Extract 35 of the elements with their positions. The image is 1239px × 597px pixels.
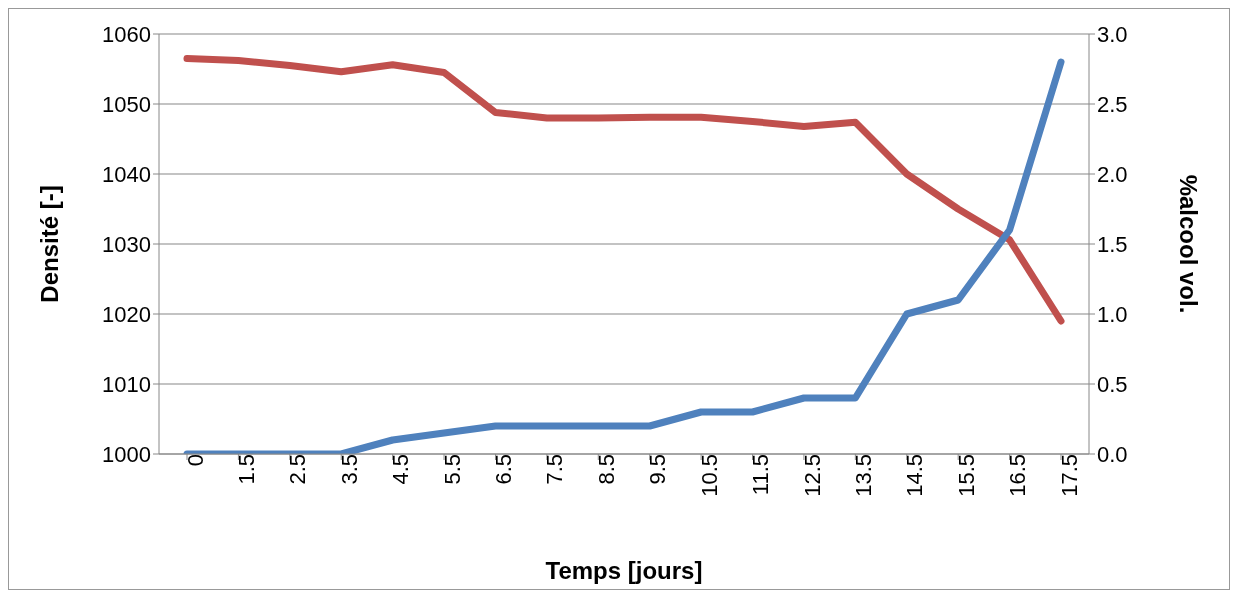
x-tick-label: 15.5 xyxy=(953,454,979,497)
y2-tick-label: 1.0 xyxy=(1097,301,1128,327)
x-tick-label: 9.5 xyxy=(645,454,671,485)
y-axis-title: Densité [-] xyxy=(35,185,63,303)
x-tick-label: 17.5 xyxy=(1056,454,1082,497)
y2-tick-label: 0.0 xyxy=(1097,441,1128,467)
x-tick-label: 13.5 xyxy=(850,454,876,497)
x-axis-title: Temps [jours] xyxy=(545,557,703,584)
y-tick-label: 1050 xyxy=(102,91,151,117)
x-tick-label: 14.5 xyxy=(902,454,928,497)
y2-tick-label: 0.5 xyxy=(1097,371,1128,397)
x-tick-label: 6.5 xyxy=(491,454,517,485)
y-tick-label: 1060 xyxy=(102,21,151,47)
y-tick-label: 1020 xyxy=(102,301,151,327)
y2-axis-title: %alcool vol. xyxy=(1175,174,1203,314)
y-tick-label: 1040 xyxy=(102,161,151,187)
y-tick-label: 1010 xyxy=(102,371,151,397)
x-tick-label: 12.5 xyxy=(799,454,825,497)
y-tick-label: 1000 xyxy=(102,441,151,467)
x-tick-label: 0 xyxy=(182,454,208,467)
x-tick-label: 5.5 xyxy=(439,454,465,485)
x-tick-label: 8.5 xyxy=(593,454,619,485)
x-tick-label: 3.5 xyxy=(336,454,362,485)
x-tick-label: 16.5 xyxy=(1005,454,1031,497)
y2-tick-label: 3.0 xyxy=(1097,21,1128,47)
x-tick-label: 11.5 xyxy=(748,454,774,496)
x-tick-label: 2.5 xyxy=(285,454,311,485)
x-tick-label: 1.5 xyxy=(234,454,260,485)
x-tick-label: 10.5 xyxy=(696,454,722,497)
x-tick-label: 4.5 xyxy=(388,454,414,485)
y2-tick-label: 2.5 xyxy=(1097,91,1128,117)
y2-tick-label: 2.0 xyxy=(1097,161,1128,187)
y-tick-label: 1030 xyxy=(102,231,151,257)
y2-tick-label: 1.5 xyxy=(1097,231,1128,257)
x-tick-label: 7.5 xyxy=(542,454,568,485)
